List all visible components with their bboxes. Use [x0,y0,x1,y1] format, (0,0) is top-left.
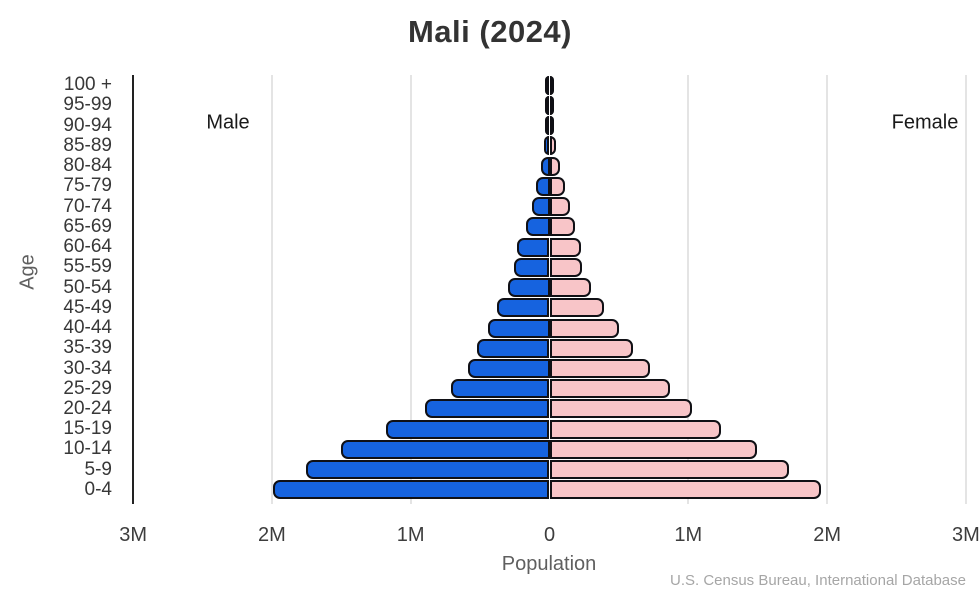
chart-title: Mali (2024) [407,14,572,49]
bar-female-75-79 [549,176,565,196]
x-axis-title: Population [501,553,597,575]
age-tick-100: 100 + [63,74,112,96]
bar-male-0-4 [273,480,550,500]
age-tick-35-39: 35-39 [63,337,112,359]
female-side-label: Female [891,111,959,134]
bar-male-70-74 [531,197,550,216]
y-axis-line [132,75,135,504]
age-tick-85-89: 85-89 [63,134,112,156]
bar-female-90-94 [549,116,555,136]
age-tick-5-9: 5-9 [84,458,112,480]
bar-male-65-69 [525,217,550,237]
bar-male-10-14 [341,439,550,459]
bar-male-90-94 [544,116,550,136]
bar-female-10-14 [549,439,757,459]
age-tick-45-49: 45-49 [63,296,112,318]
bar-male-40-44 [488,318,550,338]
bar-female-0-4 [549,480,822,500]
bar-female-65-69 [549,217,575,237]
gridline-1M-left [409,75,412,504]
bar-female-25-29 [549,379,670,399]
bar-female-50-54 [549,278,591,297]
source-note: U.S. Census Bureau, International Databa… [669,572,966,589]
bar-male-15-19 [386,419,550,439]
bar-female-15-19 [549,419,721,439]
x-tick-1M-right: 1M [674,524,703,546]
bar-male-25-29 [451,379,550,399]
bar-male-95-99 [545,95,550,115]
bar-female-30-34 [549,359,650,378]
x-tick-3M-left: 3M [119,524,147,546]
gridline-2M-right [826,75,829,504]
bar-male-60-64 [517,237,550,257]
age-tick-80-84: 80-84 [63,155,112,177]
bar-female-20-24 [549,399,692,419]
bar-male-5-9 [305,460,550,480]
x-tick-2M-right: 2M [813,524,841,546]
gridline-2M-left [270,75,273,504]
bar-male-30-34 [468,359,550,378]
bar-male-45-49 [497,298,550,318]
bar-female-100 [549,75,554,95]
bar-male-75-79 [535,176,550,196]
bar-female-70-74 [549,197,570,216]
male-side-label: Male [206,111,250,134]
x-tick-0: 0 [543,524,556,546]
age-tick-55-59: 55-59 [63,256,112,278]
age-tick-0-4: 0-4 [84,478,112,500]
x-tick-1M-left: 1M [396,524,425,546]
age-tick-50-54: 50-54 [63,276,112,298]
age-tick-60-64: 60-64 [63,236,112,257]
age-tick-90-94: 90-94 [63,114,112,136]
bar-female-35-39 [549,338,633,358]
bar-female-40-44 [549,318,619,338]
bar-male-20-24 [424,399,550,419]
age-tick-75-79: 75-79 [63,175,112,197]
gridline-3M-right [964,75,967,504]
bar-male-50-54 [507,278,550,297]
bar-female-95-99 [549,95,554,115]
bar-female-60-64 [549,237,582,257]
bar-male-55-59 [513,257,550,277]
age-tick-40-44: 40-44 [63,317,112,338]
bar-male-85-89 [543,136,550,156]
bar-male-100 [545,75,550,95]
age-tick-20-24: 20-24 [63,397,112,419]
age-tick-70-74: 70-74 [63,195,112,217]
age-tick-30-34: 30-34 [63,357,112,379]
bar-female-80-84 [549,156,560,176]
bar-female-55-59 [549,257,583,277]
bar-male-80-84 [540,156,550,176]
bar-female-5-9 [549,460,790,480]
x-tick-3M-right: 3M [951,524,980,546]
age-tick-65-69: 65-69 [63,215,112,237]
bar-male-35-39 [477,338,550,358]
x-tick-2M-left: 2M [257,524,286,546]
age-tick-25-29: 25-29 [63,377,112,399]
age-tick-10-14: 10-14 [63,438,112,460]
gridline-1M-right [687,75,690,504]
y-axis-title: Age [16,254,39,290]
age-tick-95-99: 95-99 [63,94,112,116]
bar-female-85-89 [549,136,556,156]
age-tick-15-19: 15-19 [63,418,112,440]
bar-female-45-49 [549,298,604,318]
